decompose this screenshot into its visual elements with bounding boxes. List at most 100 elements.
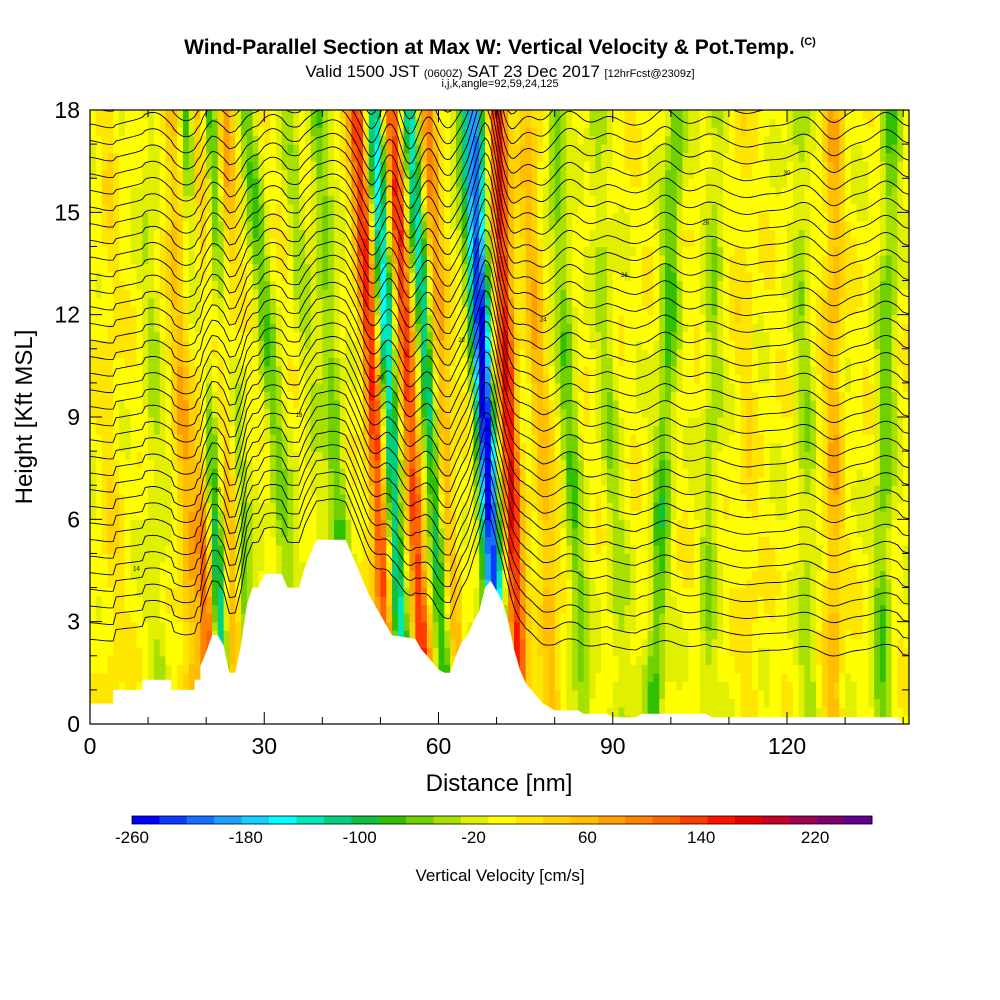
velocity-cell	[856, 476, 881, 486]
velocity-cell	[612, 561, 631, 572]
velocity-cell	[787, 357, 794, 367]
velocity-cell	[444, 459, 451, 469]
velocity-cell	[368, 442, 376, 452]
velocity-cell	[531, 476, 538, 486]
velocity-cell	[339, 399, 347, 410]
velocity-cell	[606, 425, 614, 435]
velocity-cell	[798, 604, 811, 614]
velocity-cell	[682, 613, 701, 623]
velocity-cell	[450, 621, 463, 631]
velocity-cell	[821, 417, 829, 427]
velocity-cell	[182, 613, 190, 623]
velocity-cell	[845, 681, 858, 691]
velocity-cell	[827, 647, 840, 657]
velocity-cell	[206, 485, 213, 495]
velocity-cell	[392, 382, 399, 393]
velocity-cell	[624, 442, 631, 452]
velocity-cell	[200, 476, 207, 486]
velocity-cell	[612, 630, 631, 640]
velocity-cell	[787, 365, 794, 375]
velocity-cell	[113, 382, 143, 393]
velocity-cell	[537, 647, 550, 657]
velocity-cell	[241, 510, 248, 520]
velocity-cell	[845, 425, 864, 435]
velocity-cell	[345, 391, 364, 401]
velocity-cell	[182, 382, 190, 393]
velocity-cell	[612, 323, 620, 333]
velocity-cell	[903, 382, 909, 393]
velocity-cell	[670, 476, 678, 486]
velocity-cell	[659, 561, 666, 572]
velocity-cell	[891, 715, 909, 724]
velocity-cell	[235, 408, 242, 418]
velocity-cell	[531, 544, 538, 555]
velocity-cell	[781, 408, 794, 418]
velocity-cell	[368, 374, 376, 384]
velocity-cell	[827, 664, 840, 674]
velocity-cell	[792, 374, 800, 384]
velocity-cell	[624, 613, 637, 623]
velocity-cell	[583, 297, 596, 307]
velocity-cell	[200, 613, 213, 623]
velocity-cell	[665, 536, 672, 546]
velocity-cell	[624, 417, 649, 427]
velocity-cell	[200, 570, 207, 580]
velocity-cell	[659, 365, 666, 375]
velocity-cell	[752, 510, 759, 520]
velocity-cell	[467, 519, 474, 529]
velocity-cell	[90, 357, 114, 367]
velocity-cell	[409, 374, 416, 384]
velocity-cell	[299, 527, 318, 537]
velocity-cell	[293, 399, 300, 410]
velocity-cell	[514, 519, 521, 529]
velocity-cell	[455, 323, 463, 333]
velocity-cell	[798, 340, 811, 350]
velocity-cell	[270, 434, 277, 444]
velocity-cell	[879, 323, 893, 333]
velocity-cell	[572, 630, 579, 640]
velocity-cell	[891, 365, 898, 375]
velocity-cell	[694, 579, 701, 589]
velocity-cell	[885, 621, 893, 631]
velocity-cell	[484, 493, 492, 503]
velocity-cell	[659, 485, 666, 495]
velocity-cell	[421, 391, 428, 401]
velocity-cell	[624, 468, 631, 478]
velocity-cell	[328, 527, 335, 537]
velocity-cell	[264, 340, 271, 350]
velocity-cell	[566, 698, 579, 708]
velocity-cell	[699, 621, 707, 631]
velocity-cell	[113, 596, 126, 606]
velocity-cell	[409, 604, 416, 614]
velocity-cell	[792, 314, 806, 324]
velocity-cell	[595, 399, 602, 410]
velocity-cell	[543, 664, 550, 674]
velocity-cell	[113, 425, 120, 435]
velocity-cell	[90, 289, 97, 299]
velocity-cell	[444, 561, 451, 572]
velocity-cell	[850, 485, 875, 495]
velocity-cell	[392, 340, 399, 350]
velocity-cell	[630, 485, 643, 495]
velocity-cell	[432, 382, 440, 393]
velocity-cell	[740, 706, 759, 717]
velocity-cell	[450, 638, 457, 648]
velocity-cell	[473, 519, 480, 529]
velocity-cell	[177, 451, 184, 461]
velocity-cell	[659, 408, 672, 418]
velocity-cell	[717, 331, 724, 341]
velocity-cell	[479, 451, 486, 461]
velocity-cell	[519, 630, 527, 640]
velocity-cell	[752, 655, 759, 665]
velocity-cell	[723, 314, 730, 324]
velocity-cell	[717, 459, 742, 469]
velocity-cell	[879, 672, 887, 682]
velocity-cell	[484, 510, 492, 520]
velocity-cell	[636, 596, 649, 606]
velocity-cell	[438, 536, 445, 546]
velocity-cell	[874, 289, 881, 299]
velocity-cell	[333, 306, 341, 316]
velocity-cell	[723, 382, 736, 393]
velocity-cell	[461, 297, 469, 307]
velocity-cell	[217, 434, 225, 444]
